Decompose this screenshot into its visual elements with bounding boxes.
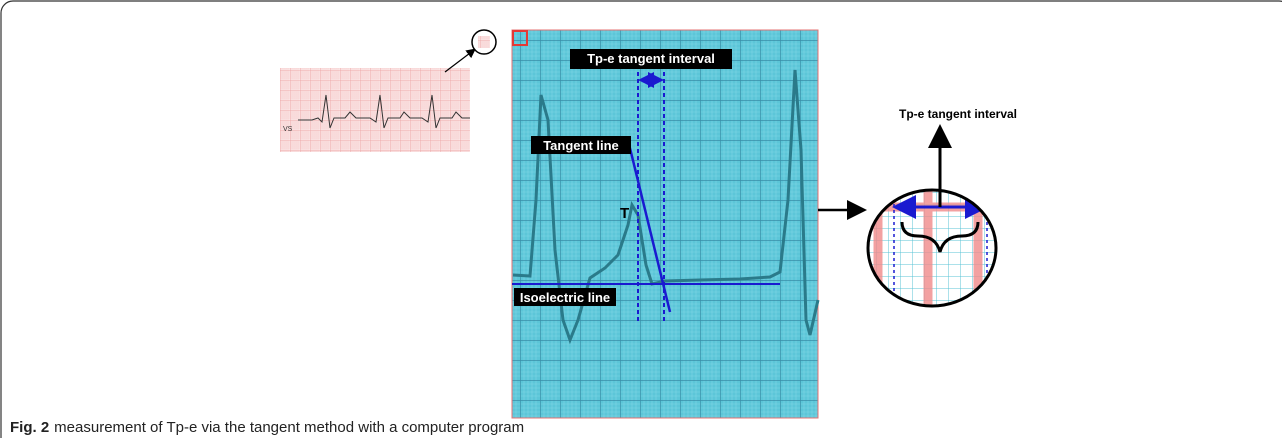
caption-text: measurement of Tp-e via the tangent meth… <box>54 419 524 436</box>
lead-label: VS <box>283 126 293 133</box>
figure-label: Fig. 2 <box>10 419 49 436</box>
selection-box <box>512 30 528 46</box>
small-ecg <box>280 68 470 152</box>
magnifier-grid <box>478 36 490 48</box>
small-ecg-trace <box>298 94 470 129</box>
baseline-label: Isoelectric line <box>520 290 610 305</box>
zoom-ellipse <box>866 188 998 308</box>
label-box <box>531 136 631 154</box>
arrow <box>444 48 476 73</box>
tangent-label: Tangent line <box>543 138 619 153</box>
caption: Fig. 2 measurement of Tp-e via the tangen… <box>10 419 524 436</box>
zoom-label: Tp-e tangent interval <box>899 107 1017 121</box>
ecg-trace <box>512 69 820 345</box>
label-box <box>570 49 732 69</box>
interval-label: Tp-e tangent interval <box>587 51 715 66</box>
zoom-view <box>868 190 996 306</box>
peak-label: T <box>620 205 629 222</box>
label-box <box>514 288 616 306</box>
